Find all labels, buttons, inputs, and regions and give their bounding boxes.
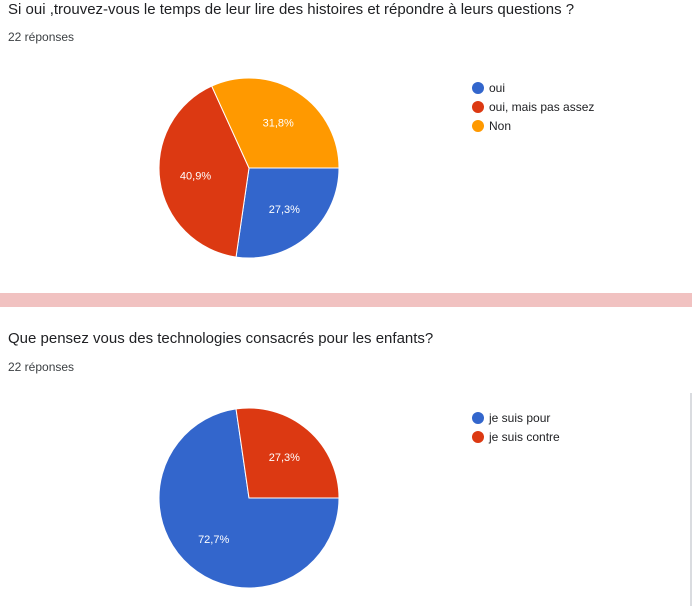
pie-slice-oui-mais-pas-assez xyxy=(158,85,250,258)
pie-chart: 27,3% 40,9% 31,8% xyxy=(158,77,340,259)
response-count: 22 réponses xyxy=(8,30,75,44)
legend-swatch xyxy=(472,100,484,113)
chart-legend: je suis pour je suis contre xyxy=(472,408,560,446)
legend-item: oui xyxy=(472,78,594,97)
legend-item: je suis contre xyxy=(472,427,560,446)
slice-value-label: 31,8% xyxy=(263,118,294,130)
slice-value-label: 27,3% xyxy=(269,452,300,464)
legend-swatch xyxy=(472,81,484,94)
slice-value-label: 72,7% xyxy=(198,534,229,546)
question-card-1: Si oui ,trouvez-vous le temps de leur li… xyxy=(0,0,692,293)
legend-item: Non xyxy=(472,116,594,135)
question-title: Que pensez vous des technologies consacr… xyxy=(8,330,434,347)
scroll-edge xyxy=(690,393,692,606)
question-title: Si oui ,trouvez-vous le temps de leur li… xyxy=(8,1,575,18)
legend-label: je suis pour xyxy=(489,410,551,425)
pie-slice-oui xyxy=(235,167,340,259)
pie-chart: 72,7% 27,3% xyxy=(158,407,340,589)
legend-label: oui xyxy=(489,80,506,95)
question-card-2: Que pensez vous des technologies consacr… xyxy=(0,307,692,606)
legend-swatch xyxy=(472,119,484,132)
section-separator xyxy=(0,293,692,307)
response-count: 22 réponses xyxy=(8,360,75,374)
legend-label: Non xyxy=(489,118,512,133)
legend-label: je suis contre xyxy=(489,429,560,444)
legend-swatch xyxy=(472,430,484,443)
legend-item: oui, mais pas assez xyxy=(472,97,594,116)
pie-slice-non xyxy=(211,77,340,169)
legend-item: je suis pour xyxy=(472,408,560,427)
slice-value-label: 27,3% xyxy=(269,204,300,216)
slice-value-label: 40,9% xyxy=(180,171,211,183)
pie-slice-je-suis-contre xyxy=(235,407,340,499)
legend-swatch xyxy=(472,411,484,424)
chart-legend: oui oui, mais pas assez Non xyxy=(472,78,594,135)
legend-label: oui, mais pas assez xyxy=(489,99,595,114)
